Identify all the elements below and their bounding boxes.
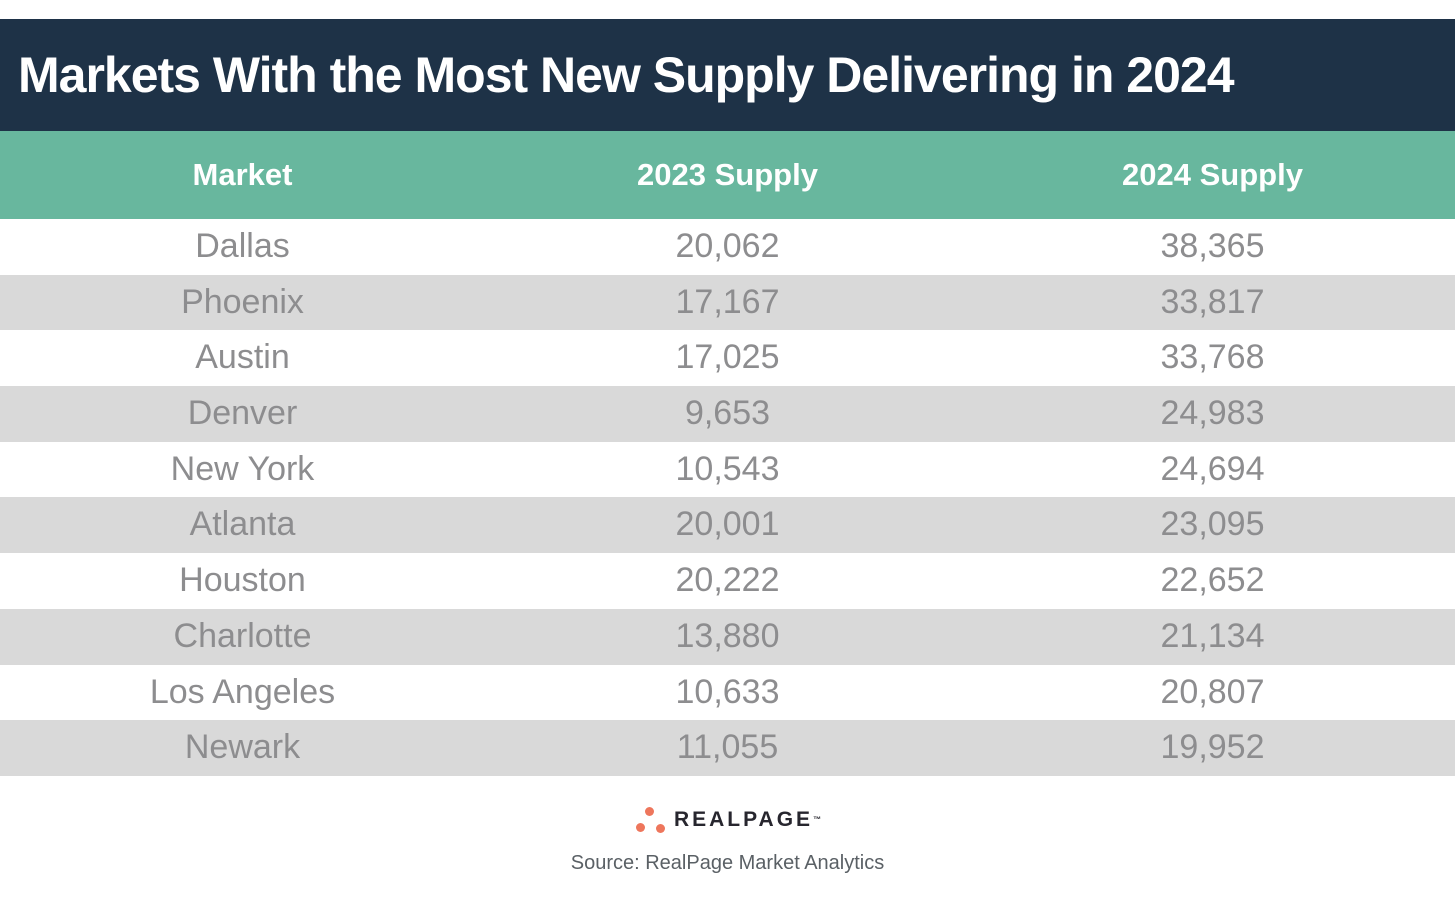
table-body: Dallas 20,062 38,365 Phoenix 17,167 33,8… xyxy=(0,219,1455,776)
supply-2023-cell: 20,222 xyxy=(675,561,780,600)
market-cell: Dallas xyxy=(195,227,290,265)
trademark-symbol: ™ xyxy=(813,814,822,824)
table-row: Atlanta 20,001 23,095 xyxy=(0,497,1455,554)
supply-2024-cell: 19,952 xyxy=(1160,728,1265,767)
supply-2024-cell: 33,817 xyxy=(1160,282,1265,321)
source-attribution: Source: RealPage Market Analytics xyxy=(570,851,885,874)
table-row: Austin 17,025 33,768 xyxy=(0,330,1455,387)
supply-2024-cell: 23,095 xyxy=(1160,505,1265,544)
table-row: Los Angeles 10,633 20,807 xyxy=(0,664,1455,721)
supply-2024-cell: 21,134 xyxy=(1160,616,1265,655)
table-row: Houston 20,222 22,652 xyxy=(0,553,1455,609)
supply-2023-cell: 17,025 xyxy=(675,338,780,377)
supply-2024-cell: 20,807 xyxy=(1160,672,1265,711)
market-cell: Denver xyxy=(187,394,298,433)
supply-2023-cell: 20,001 xyxy=(675,505,780,544)
market-cell: Phoenix xyxy=(181,282,304,321)
table-header-row: Market 2023 Supply 2024 Supply xyxy=(0,131,1455,219)
supply-2023-cell: 9,653 xyxy=(684,394,771,433)
supply-2024-cell: 38,365 xyxy=(1160,227,1265,265)
supply-2023-cell: 10,543 xyxy=(675,449,780,488)
market-cell: Charlotte xyxy=(173,616,312,655)
supply-2023-cell: 10,633 xyxy=(675,672,780,711)
market-cell: Austin xyxy=(195,338,290,377)
column-header-2024-supply: 2024 Supply xyxy=(1122,157,1303,192)
market-cell: Newark xyxy=(184,728,301,767)
table-row: Phoenix 17,167 33,817 xyxy=(0,274,1455,331)
market-cell: New York xyxy=(170,449,315,488)
market-cell: Houston xyxy=(179,561,306,600)
supply-2023-cell: 11,055 xyxy=(676,728,779,767)
column-header-2023-supply: 2023 Supply xyxy=(637,157,818,192)
market-cell: Atlanta xyxy=(189,505,296,544)
supply-2023-cell: 17,167 xyxy=(675,282,780,321)
realpage-wordmark: REALPAGE xyxy=(673,807,814,831)
table-row: New York 10,543 24,694 xyxy=(0,441,1455,498)
column-header-market: Market xyxy=(192,157,293,192)
realpage-logo: REALPAGE ™ xyxy=(634,800,821,840)
table-row: Charlotte 13,880 21,134 xyxy=(0,608,1455,665)
market-cell: Los Angeles xyxy=(149,672,336,711)
supply-2024-cell: 24,983 xyxy=(1160,394,1265,433)
supply-2024-cell: 33,768 xyxy=(1160,338,1265,377)
supply-2023-cell: 13,880 xyxy=(675,616,780,655)
supply-2024-cell: 22,652 xyxy=(1160,561,1265,600)
table-row: Dallas 20,062 38,365 xyxy=(0,219,1455,275)
table-row: Newark 11,055 19,952 xyxy=(0,720,1455,776)
page-title: Markets With the Most New Supply Deliver… xyxy=(18,47,1235,103)
title-bar: Markets With the Most New Supply Deliver… xyxy=(0,19,1455,131)
supply-2023-cell: 20,062 xyxy=(675,227,780,265)
supply-2024-cell: 24,694 xyxy=(1160,449,1265,488)
footer: REALPAGE ™ Source: RealPage Market Analy… xyxy=(0,800,1455,875)
table-row: Denver 9,653 24,983 xyxy=(0,386,1455,442)
realpage-dots-icon xyxy=(634,806,666,834)
